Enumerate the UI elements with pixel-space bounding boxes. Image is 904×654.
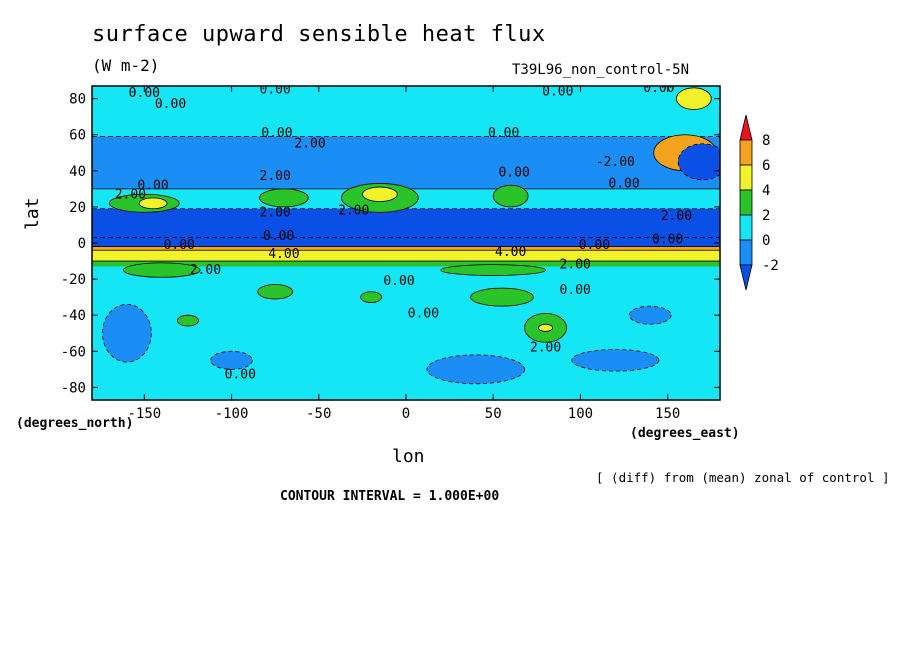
colorbar: 8 6 4 2 0 -2 [739,114,779,291]
y-tick-label: 80 [69,92,86,108]
contour-label: 0.00 [129,86,160,101]
colorbar-label: 4 [762,183,770,199]
y-tick-label: 0 [78,236,86,252]
contour-label: 0.00 [488,126,519,141]
chart-units: (W m-2) [92,56,160,75]
x-tick-label: 0 [402,406,410,422]
field-region [677,143,720,181]
field-band [92,246,720,251]
x-tick-label: 150 [655,406,680,422]
colorbar-swatch [739,139,753,166]
plot-area [92,86,720,400]
contour-label: -2.00 [596,155,635,170]
field-region [492,184,529,208]
x-tick-label: 50 [485,406,502,422]
x-tick-label: -150 [127,406,161,422]
field-region [538,323,553,332]
contour-label: 2.00 [661,209,692,224]
contour-label: 0.00 [542,84,573,99]
field-region [122,262,201,278]
contour-label: 0.00 [579,238,610,253]
x-axis-label: lon [392,446,425,467]
contour-label: 0.00 [498,166,529,181]
y-tick-label: -20 [61,272,86,288]
colorbar-label: 6 [762,158,770,174]
field-region [628,305,672,325]
y-tick-label: 20 [69,200,86,216]
colorbar-swatch [739,239,753,266]
field-band [92,86,720,137]
contour-label: 2.00 [338,204,369,219]
field-band [92,237,720,247]
field-band [92,261,720,267]
contour-label: 0.00 [652,232,683,247]
contour-label: 2.00 [190,263,221,278]
colorbar-swatch [739,189,753,216]
contour-label: 2.00 [260,169,291,184]
x-tick-label: -50 [306,406,331,422]
y-tick-label: -80 [61,380,86,396]
field-band [92,208,720,238]
field-region [138,197,168,210]
field-region [177,314,199,327]
colorbar-label: 8 [762,133,770,149]
contour-label: 0.00 [263,229,294,244]
contour-label: 0.00 [164,238,195,253]
axes-layer: -150 -100 -50 0 50 100 150 -80 -60 -40 -20 0 20 40 60 8… [61,86,720,422]
field-region [257,284,294,300]
contour-label: 2.00 [115,187,146,202]
contour-label: 0.00 [560,283,591,298]
contour-label: 2.00 [294,137,325,152]
field-region [470,287,534,307]
contour-label: 0.00 [260,83,291,98]
contour-label: 0.00 [225,368,256,383]
contour-label-layer: 0.000.000.00 0.00 0.000.002.000.00-2.000.0… [115,81,692,383]
contour-interval: CONTOUR INTERVAL = 1.000E+00 [280,489,500,504]
contour-label: 0.00 [383,274,414,289]
y-tick-label: -60 [61,344,86,360]
contour-label: 0.00 [608,176,639,191]
run-label: T39L96_non_control-5N [512,62,690,78]
contour-label: 0.00 [408,306,439,321]
chart-title: surface upward sensible heat flux [92,22,546,47]
y-axis-unit: (degrees_north) [16,416,134,431]
difference-note: [ (diff) from (mean) zonal of control ] [596,470,890,485]
x-axis-unit: (degrees_east) [630,426,740,441]
contour-label: 0.00 [155,97,186,112]
field-region [102,303,152,363]
field-region [675,87,712,110]
colorbar-label: 0 [762,233,770,249]
colorbar-label: 2 [762,208,770,224]
field-region [361,186,398,202]
field-region [571,349,660,372]
field-band [92,250,720,262]
colorbar-label: -2 [762,258,779,274]
colorbar-swatch [739,164,753,191]
x-tick-label: -100 [215,406,249,422]
colorbar-swatch [739,214,753,241]
contour-label: 0.00 [137,178,168,193]
y-axis-label: lat [22,197,43,230]
field-region [259,188,309,208]
contour-label: 2.00 [530,341,561,356]
contour-label: 2.00 [560,258,591,273]
field-region [210,350,253,370]
field-region [360,291,382,303]
field-band [92,136,720,189]
contour-label: 4.00 [268,247,299,262]
colorbar-arrow-top [739,114,753,141]
contour-label: 0.00 [643,81,674,96]
contour-label: 2.00 [260,205,291,220]
field-region [426,354,526,385]
field-region [440,264,546,276]
y-tick-label: 40 [69,164,86,180]
y-tick-label: 60 [69,128,86,144]
y-tick-label: -40 [61,308,86,324]
contour-label: 4.00 [495,245,526,260]
x-tick-label: 100 [568,406,593,422]
contour-label: 0.00 [261,126,292,141]
colorbar-arrow-bottom [739,264,753,291]
